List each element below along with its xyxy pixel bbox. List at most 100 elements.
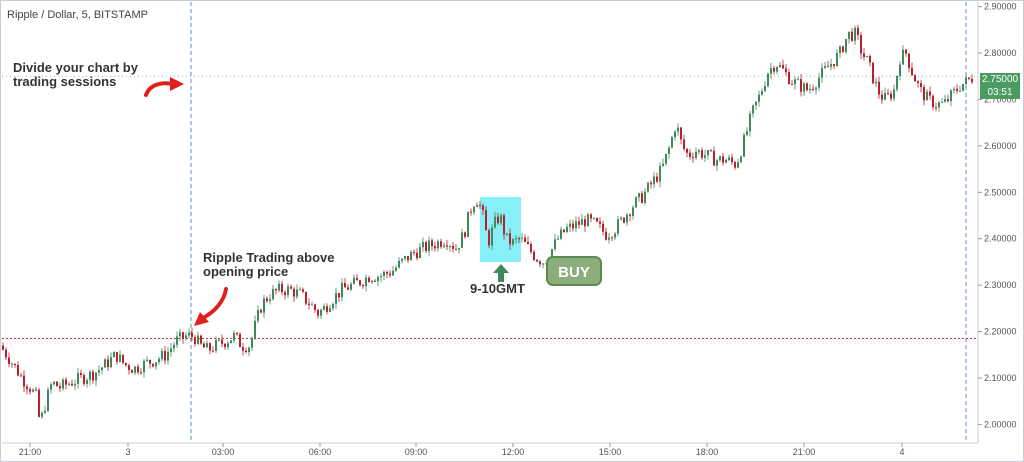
candle-body (104, 359, 106, 368)
candle-body (506, 233, 508, 235)
candle-body (494, 216, 496, 228)
candle-body (62, 379, 64, 389)
sessions-note-line1: Divide your chart by (13, 60, 138, 75)
candle-body (650, 182, 652, 185)
candle-body (335, 293, 337, 304)
candle-body (647, 182, 649, 192)
candle-body (308, 303, 310, 305)
candle-body (95, 372, 97, 381)
candle-body (863, 53, 865, 58)
candle-body (59, 386, 61, 389)
candle-body (923, 87, 925, 101)
candle-body (23, 375, 25, 387)
candle-body (623, 217, 625, 223)
candle-body (644, 191, 646, 203)
candle-body (161, 351, 163, 359)
candle-body (488, 230, 490, 246)
y-tick-label: 2.00000 (984, 419, 1017, 429)
candle-body (512, 239, 514, 245)
candle-body (746, 131, 748, 135)
candle-body (935, 107, 937, 109)
candle-body (401, 258, 403, 261)
candle-body (374, 280, 376, 282)
candle-body (683, 139, 685, 149)
candle-body (944, 99, 946, 102)
candle-body (425, 242, 427, 252)
candle-body (365, 277, 367, 287)
candle-body (689, 152, 691, 157)
candle-body (347, 287, 349, 290)
candle-body (455, 248, 457, 250)
candle-body (734, 162, 736, 168)
candle-body (794, 79, 796, 85)
sessions-note-line2: trading sessions (13, 74, 117, 89)
candle-body (449, 245, 451, 247)
candle-body (263, 298, 265, 313)
candle-body (539, 261, 541, 265)
buy-button[interactable]: BUY (546, 256, 602, 286)
candle-body (260, 309, 262, 313)
candle-body (137, 366, 139, 373)
candle-body (134, 366, 136, 373)
candle-body (953, 88, 955, 91)
x-tick-label: 3 (125, 447, 130, 457)
y-tick-label: 2.80000 (984, 48, 1017, 58)
candle-body (230, 340, 232, 344)
candle-body (521, 237, 523, 239)
candle-body (140, 372, 142, 374)
candle-body (809, 88, 811, 91)
candle-body (197, 335, 199, 345)
candle-body (659, 165, 661, 182)
candle-body (830, 64, 832, 67)
candle-body (332, 303, 334, 309)
candle-body (899, 64, 901, 76)
candle-body (8, 357, 10, 364)
candle-body (686, 148, 688, 153)
candle-body (908, 53, 910, 68)
candle-body (884, 92, 886, 100)
candle-body (251, 337, 253, 348)
candle-body (767, 73, 769, 86)
x-tick-label: 4 (899, 447, 904, 457)
candle-body (845, 38, 847, 53)
candle-body (785, 68, 787, 73)
candle-body (824, 66, 826, 68)
candle-body (680, 127, 682, 140)
candle-body (179, 332, 181, 337)
candle-body (326, 306, 328, 312)
candle-body (227, 343, 229, 348)
candle-body (602, 223, 604, 232)
candle-body (662, 163, 664, 166)
candle-body (872, 62, 874, 84)
candle-body (287, 286, 289, 296)
candle-body (410, 251, 412, 261)
candle-body (101, 367, 103, 371)
candle-body (572, 223, 574, 229)
candle-body (890, 93, 892, 99)
candle-body (554, 239, 556, 250)
candle-body (881, 94, 883, 100)
candle-body (902, 49, 904, 65)
candle-body (50, 384, 52, 390)
candle-body (338, 293, 340, 298)
candle-body (491, 227, 493, 246)
candle-body (437, 241, 439, 249)
candle-body (131, 370, 133, 373)
candle-body (368, 277, 370, 283)
candle-body (407, 256, 409, 261)
candle-body (461, 232, 463, 248)
last-price: 2.75000 (981, 74, 1019, 85)
candle-body (320, 309, 322, 316)
candle-body (341, 282, 343, 298)
candle-body (710, 150, 712, 152)
y-tick-label: 2.60000 (984, 141, 1017, 151)
candle-body (749, 113, 751, 132)
candle-body (143, 360, 145, 373)
candle-body (524, 237, 526, 242)
candle-body (842, 46, 844, 53)
candle-body (290, 286, 292, 289)
candle-body (740, 156, 742, 163)
candle-body (206, 343, 208, 348)
last-price-tag: 2.75000 03:51 (980, 73, 1020, 99)
